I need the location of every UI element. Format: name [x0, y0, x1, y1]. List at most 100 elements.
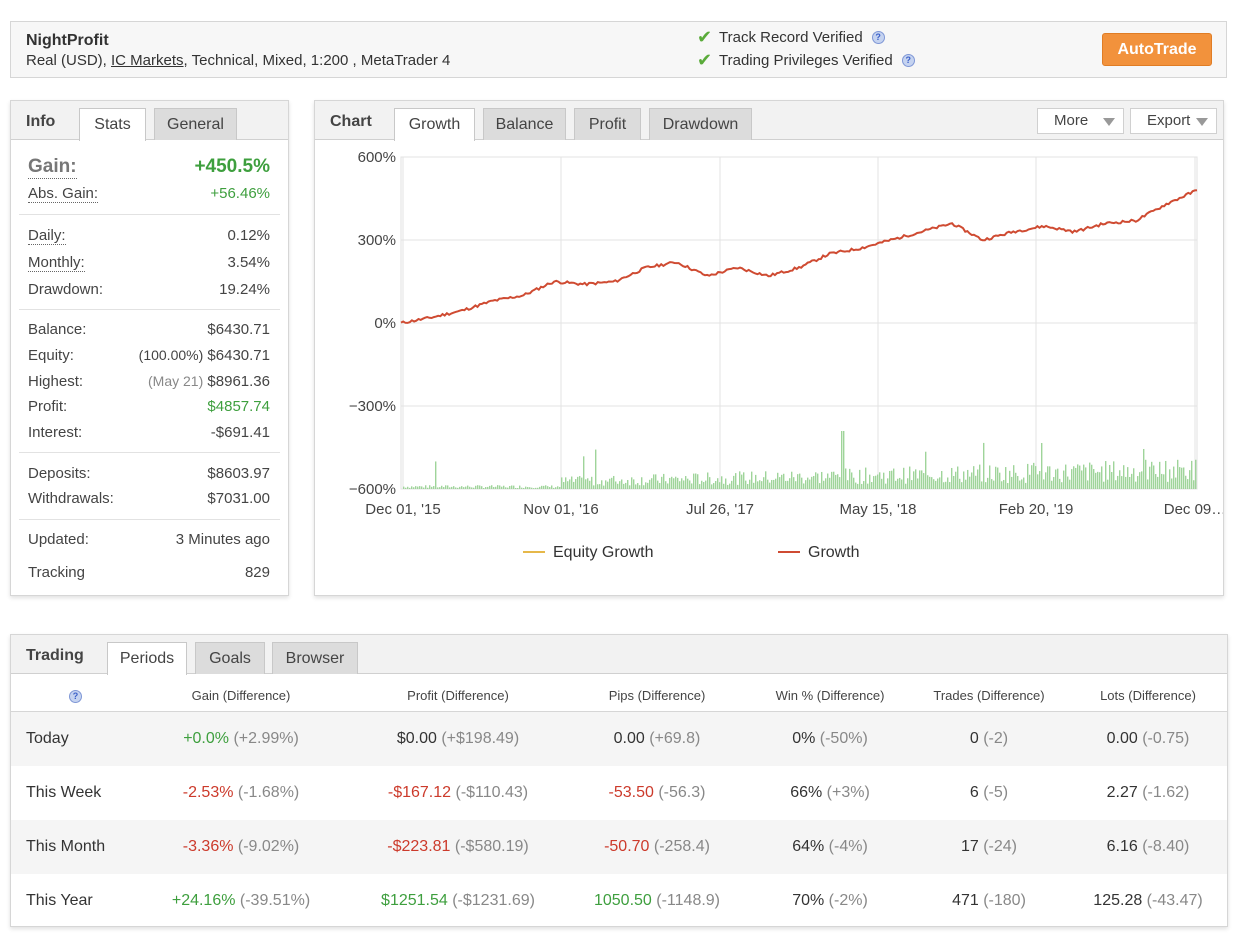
volume-bar [731, 480, 733, 489]
volume-bar [513, 485, 515, 489]
volume-bar [779, 477, 781, 489]
volume-bar [1011, 476, 1013, 489]
period-label: This Week [26, 784, 102, 801]
volume-bar [507, 487, 509, 489]
volume-bar [901, 479, 903, 489]
tab-growth[interactable]: Growth [394, 108, 475, 141]
abs-gain-label[interactable]: Abs. Gain: [28, 185, 99, 203]
help-icon[interactable]: ? [69, 690, 82, 703]
volume-bar [791, 471, 793, 489]
volume-bar [1055, 469, 1057, 489]
balance-label: Balance: [28, 321, 87, 338]
volume-bar [751, 471, 753, 489]
volume-bar [1163, 474, 1165, 489]
volume-bar [755, 474, 757, 489]
profit-difference: (-$580.19) [450, 838, 529, 855]
legend-equity-growth[interactable]: Equity Growth [553, 544, 653, 561]
tab-general[interactable]: General [154, 108, 237, 140]
volume-bar [669, 477, 671, 489]
volume-bar [771, 479, 773, 489]
volume-bar [1127, 467, 1129, 489]
tab-profit[interactable]: Profit [574, 108, 641, 140]
trades-value: 471 [952, 892, 979, 909]
volume-bar [701, 480, 703, 489]
volume-bar [605, 480, 607, 489]
volume-bar [487, 486, 489, 489]
volume-bar [1109, 464, 1111, 489]
volume-bar [433, 486, 435, 489]
volume-bar [851, 472, 853, 489]
abs-gain-value: +56.46% [210, 185, 270, 202]
volume-bar [599, 484, 601, 489]
y-tick-label: −300% [349, 398, 396, 415]
volume-bar [569, 479, 571, 489]
broker-link[interactable]: IC Markets [111, 52, 184, 69]
monthly-label[interactable]: Monthly: [28, 254, 85, 272]
volume-bar [695, 473, 697, 489]
lots-value: 0.00 [1106, 730, 1138, 747]
volume-bar [1043, 479, 1045, 489]
x-axis-ticks: Dec 01, '15 Nov 01, '16 Jul 26, '17 May 15,… [365, 501, 1223, 518]
volume-bar [799, 473, 801, 489]
volume-bar [1137, 476, 1139, 489]
chevron-down-icon [1103, 118, 1115, 126]
volume-bar [427, 487, 429, 489]
interest-value: -$691.41 [210, 424, 270, 441]
chart-title: Chart [330, 113, 372, 130]
profit-value: $4857.74 [207, 398, 270, 415]
volume-bar [749, 479, 751, 489]
volume-bar [1069, 479, 1071, 489]
help-icon[interactable]: ? [871, 31, 885, 44]
volume-bar [707, 472, 709, 489]
volume-bar [665, 481, 667, 489]
volume-bar [1059, 478, 1061, 489]
volume-bar [503, 485, 505, 489]
volume-bar [975, 475, 977, 489]
volume-bar [607, 481, 609, 489]
volume-bar [1007, 483, 1009, 489]
volume-bar [615, 481, 617, 489]
tab-drawdown[interactable]: Drawdown [649, 108, 752, 140]
volume-bar [405, 487, 407, 489]
volume-bar [495, 486, 497, 489]
volume-bar [455, 487, 457, 489]
volume-bar [1047, 466, 1049, 489]
autotrade-button[interactable]: AutoTrade [1102, 33, 1212, 66]
tab-goals[interactable]: Goals [195, 642, 265, 674]
tab-balance[interactable]: Balance [483, 108, 566, 140]
legend-growth[interactable]: Growth [808, 544, 860, 561]
volume-bar [1159, 461, 1161, 489]
volume-bar [529, 487, 531, 489]
volume-bar [989, 465, 991, 489]
volume-bar [699, 484, 701, 489]
chart-panel: Chart Growth Balance Profit Drawdown Mor… [314, 100, 1224, 596]
volume-bar [721, 476, 723, 489]
tab-stats[interactable]: Stats [79, 108, 146, 141]
daily-label[interactable]: Daily: [28, 227, 66, 245]
volume-bar [611, 477, 613, 489]
gain-cell: -3.36% (-9.02%) [141, 838, 341, 856]
lots-difference: (-43.47) [1142, 892, 1203, 909]
volume-bar [979, 464, 981, 489]
export-dropdown[interactable]: Export [1130, 108, 1217, 134]
tab-browser[interactable]: Browser [272, 642, 358, 674]
volume-bar [597, 484, 599, 489]
tab-periods[interactable]: Periods [107, 642, 187, 675]
withdrawals-label: Withdrawals: [28, 490, 114, 507]
volume-bar [531, 487, 533, 489]
gain-label[interactable]: Gain: [28, 156, 77, 179]
more-dropdown[interactable]: More [1037, 108, 1124, 134]
lots-difference: (-0.75) [1137, 730, 1190, 747]
volume-bar [783, 473, 785, 489]
volume-bar [555, 487, 557, 489]
gain-cell: +0.0% (+2.99%) [141, 730, 341, 748]
volume-bar [411, 486, 413, 489]
pips-value: 1050.50 [593, 892, 652, 909]
check-icon: ✔ [697, 50, 713, 70]
win-difference: (+3%) [822, 784, 870, 801]
volume-bar [1179, 467, 1181, 489]
volume-bar [435, 461, 437, 489]
balance-value: $6430.71 [207, 321, 270, 338]
help-icon[interactable]: ? [901, 54, 915, 67]
volume-bar [1005, 467, 1007, 489]
